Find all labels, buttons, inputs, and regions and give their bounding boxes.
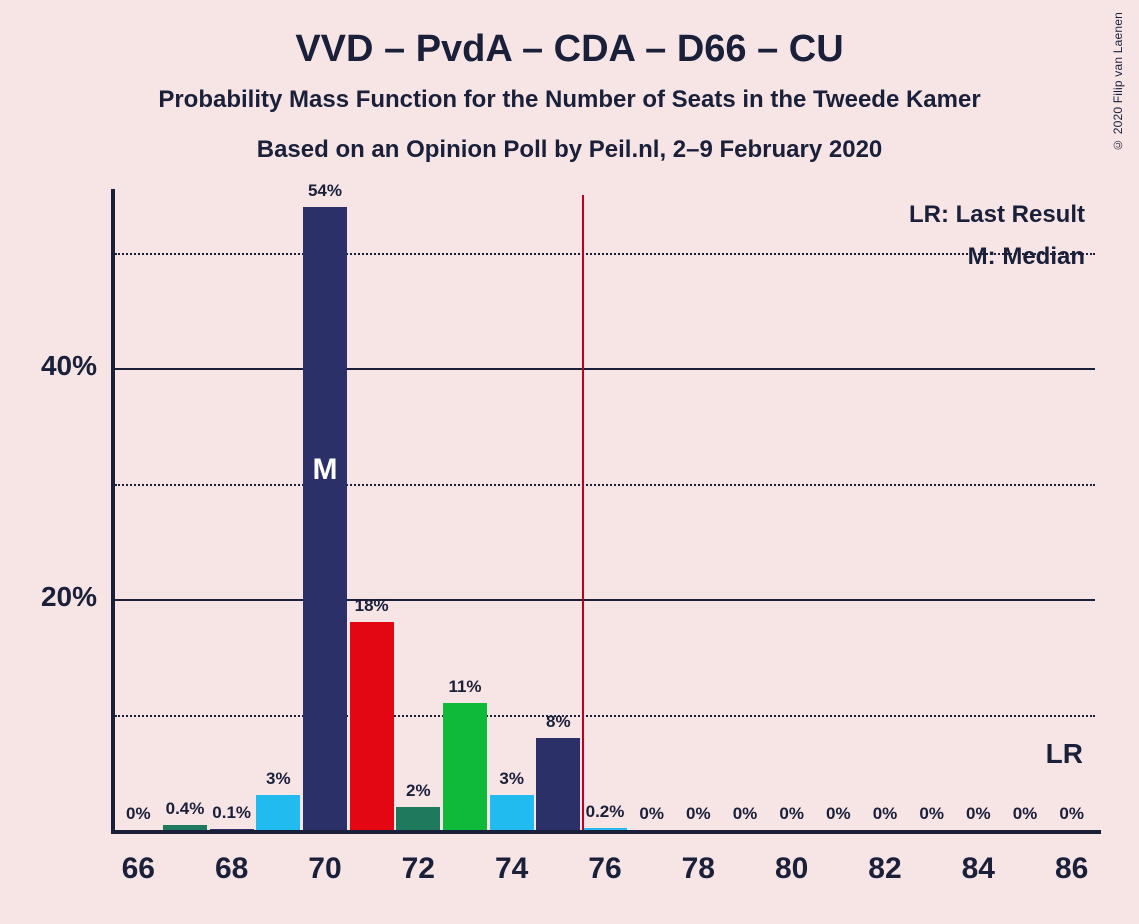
bar-value-label: 0%: [115, 804, 162, 824]
bar-value-label: 0%: [628, 804, 675, 824]
legend-m: M: Median: [968, 243, 1085, 271]
chart-title: VVD – PvdA – CDA – D66 – CU: [0, 28, 1139, 71]
bar-value-label: 0%: [675, 804, 722, 824]
bar-value-label: 0%: [1048, 804, 1095, 824]
gridline-major: [115, 368, 1095, 370]
x-tick-label: 86: [1025, 852, 1118, 886]
chart-subtitle-2: Based on an Opinion Poll by Peil.nl, 2–9…: [0, 136, 1139, 164]
x-tick-label: 84: [932, 852, 1025, 886]
bar-value-label: 0.2%: [582, 802, 629, 822]
bar: [396, 807, 440, 830]
x-axis-line: [111, 830, 1101, 834]
bar: [490, 795, 534, 830]
bar-value-label: 0%: [908, 804, 955, 824]
gridline-minor: [115, 715, 1095, 717]
bar-value-label: 0%: [955, 804, 1002, 824]
x-tick-label: 68: [185, 852, 278, 886]
copyright-text: © 2020 Filip van Laenen: [1111, 12, 1125, 152]
bar: [350, 622, 394, 830]
y-tick-label: 20%: [0, 581, 97, 613]
bar: [303, 207, 347, 830]
x-tick-label: 76: [558, 852, 651, 886]
x-tick-label: 74: [465, 852, 558, 886]
bar-value-label: 0%: [815, 804, 862, 824]
median-marker: M: [303, 453, 347, 487]
last-result-label: LR: [1046, 738, 1083, 770]
x-tick-label: 70: [278, 852, 371, 886]
bar: [443, 703, 487, 830]
legend-lr: LR: Last Result: [909, 201, 1085, 229]
y-axis-line: [111, 189, 115, 830]
bar-value-label: 0%: [862, 804, 909, 824]
bar-value-label: 3%: [255, 769, 302, 789]
bar-value-label: 0%: [768, 804, 815, 824]
bar-value-label: 18%: [348, 596, 395, 616]
bar: [536, 738, 580, 830]
x-tick-label: 78: [652, 852, 745, 886]
bar-value-label: 11%: [442, 677, 489, 697]
x-tick-label: 82: [838, 852, 931, 886]
gridline-minor: [115, 253, 1095, 255]
y-tick-label: 40%: [0, 350, 97, 382]
bar-value-label: 0.1%: [208, 803, 255, 823]
bar: [256, 795, 300, 830]
bar-value-label: 0%: [722, 804, 769, 824]
gridline-major: [115, 599, 1095, 601]
bar-value-label: 54%: [302, 181, 349, 201]
plot-area: 0%0.4%0.1%3%54%M18%2%11%3%8%0.2%0%0%0%0%…: [115, 195, 1095, 830]
bar-value-label: 3%: [488, 769, 535, 789]
bar-value-label: 8%: [535, 712, 582, 732]
x-tick-label: 66: [92, 852, 185, 886]
bar-value-label: 2%: [395, 781, 442, 801]
x-tick-label: 80: [745, 852, 838, 886]
last-result-line: [582, 195, 584, 830]
bar-value-label: 0%: [1002, 804, 1049, 824]
gridline-minor: [115, 484, 1095, 486]
x-tick-label: 72: [372, 852, 465, 886]
bar-value-label: 0.4%: [162, 799, 209, 819]
chart-canvas: VVD – PvdA – CDA – D66 – CU Probability …: [0, 0, 1139, 924]
chart-subtitle-1: Probability Mass Function for the Number…: [0, 86, 1139, 114]
